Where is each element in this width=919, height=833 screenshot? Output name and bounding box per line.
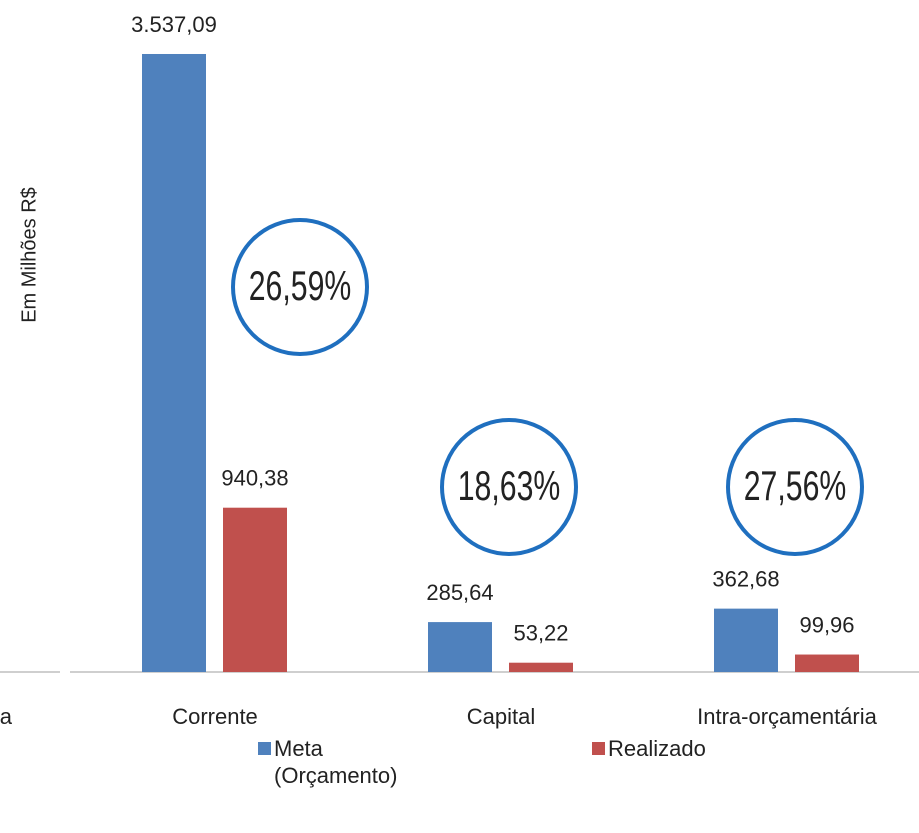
annotation: 18,63%	[458, 462, 561, 509]
bar	[714, 608, 778, 672]
data-label: 285,64	[426, 580, 493, 605]
annotation-circle	[231, 218, 369, 356]
x-tick-label: Intra-orçamentária	[697, 704, 878, 729]
data-label: 362,68	[712, 566, 779, 591]
bar	[509, 662, 573, 672]
bar	[428, 622, 492, 672]
legend-label: Realizado	[608, 736, 706, 761]
data-label: 940,38	[221, 466, 288, 491]
legend-swatch	[592, 742, 605, 755]
bar	[223, 507, 287, 672]
annotation: 26,59%	[249, 262, 352, 309]
y-axis-label: Em Milhões R$	[18, 187, 40, 323]
x-tick-label: a	[0, 704, 13, 729]
annotation-circle	[726, 418, 864, 556]
bar	[795, 654, 859, 672]
data-label: 3.537,09	[131, 12, 217, 37]
legend-label: Meta (Orçamento)	[274, 736, 398, 788]
annotation: 27,56%	[744, 462, 847, 509]
data-label: 53,22	[513, 621, 568, 646]
x-tick-label: Capital	[467, 704, 535, 729]
legend-swatch	[258, 742, 271, 755]
data-label: 99,96	[799, 612, 854, 637]
x-tick-label: Corrente	[172, 704, 258, 729]
annotation-circle	[440, 418, 578, 556]
bar	[142, 53, 206, 673]
